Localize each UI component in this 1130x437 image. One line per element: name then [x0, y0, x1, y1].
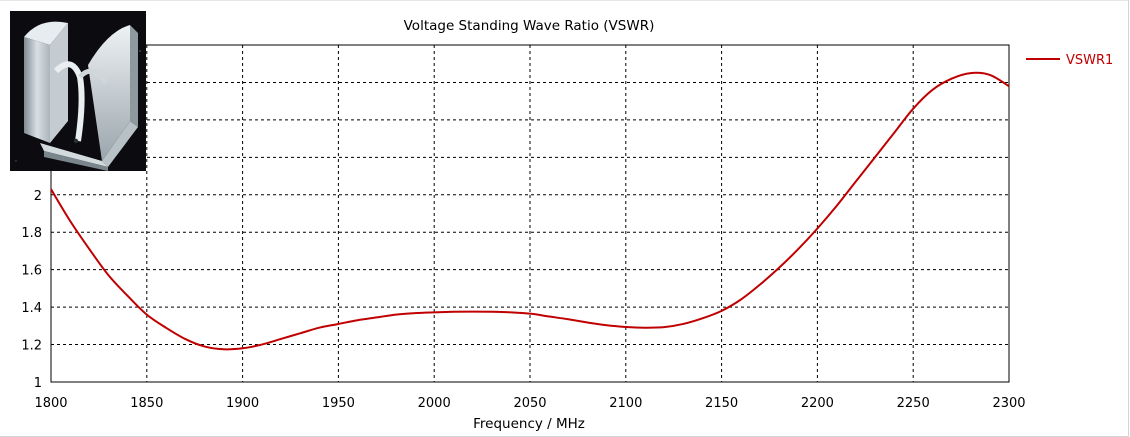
x-tick-label: 2300: [992, 396, 1025, 411]
x-tick-label: 2050: [513, 396, 546, 411]
chart-title: Voltage Standing Wave Ratio (VSWR): [404, 18, 655, 34]
y-tick-label: 1.6: [21, 264, 42, 279]
x-tick-label: 2000: [418, 396, 451, 411]
y-axis-ticks: 1 1.2 1.4 1.6 1.8 2: [21, 189, 42, 391]
x-tick-label: 1950: [322, 396, 355, 411]
series-line-vswr1: [50, 71, 1010, 351]
grid: [51, 45, 1009, 382]
legend[interactable]: VSWR1: [1026, 53, 1113, 68]
legend-label-vswr1: VSWR1: [1066, 53, 1113, 68]
x-tick-label: 1900: [226, 396, 259, 411]
y-tick-label: 1.4: [21, 301, 42, 316]
x-tick-label: 2200: [801, 396, 834, 411]
y-tick-label: 1: [34, 376, 42, 391]
x-tick-label: 2100: [609, 396, 642, 411]
x-tick-label: 1850: [130, 396, 163, 411]
y-tick-label: 2: [34, 189, 42, 204]
x-axis-ticks: 1800 1850 1900 1950 2000 2050 2100 2150 2200 2250…: [34, 396, 1025, 411]
plot-area-border: [50, 44, 1010, 383]
antenna-model-image: [10, 11, 146, 171]
x-tick-label: 1800: [34, 396, 67, 411]
x-tick-label: 2250: [897, 396, 930, 411]
x-tick-label: 2150: [705, 396, 738, 411]
x-axis-title: Frequency / MHz: [473, 416, 585, 432]
y-tick-label: 1.8: [21, 226, 42, 241]
y-tick-label: 1.2: [21, 339, 42, 354]
